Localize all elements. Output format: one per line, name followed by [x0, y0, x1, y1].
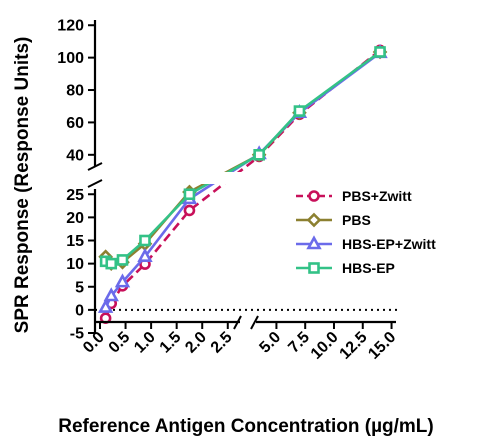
x-break-mark — [233, 315, 242, 330]
y-break-mark — [87, 179, 103, 188]
x-tick-label: 10.0 — [308, 329, 342, 363]
x-tick-label: 2.5 — [208, 329, 236, 357]
data-point — [139, 234, 151, 247]
x-tick-label: 2.0 — [182, 329, 210, 357]
axes — [87, 20, 396, 334]
y-tick-label: 10 — [66, 256, 84, 273]
x-tick-label: 0.0 — [80, 329, 108, 357]
data-point — [253, 149, 265, 161]
data-point — [137, 247, 153, 262]
legend-marker — [308, 262, 320, 274]
legend-marker — [308, 190, 320, 202]
series-hbs-ep — [99, 46, 386, 270]
y-tick-label: 20 — [66, 210, 84, 227]
break-masks — [96, 172, 246, 184]
legend-marker — [306, 212, 322, 228]
data-point — [116, 254, 129, 266]
legend-marker — [306, 235, 322, 250]
y-break-mark — [87, 162, 103, 171]
y-tick-label: 40 — [66, 147, 84, 164]
legend-entry: PBS+Zwitt — [296, 188, 412, 204]
y-tick-label: -5 — [70, 326, 84, 343]
legend-label: HBS-EP — [342, 260, 395, 276]
legend-label: HBS-EP+Zwitt — [342, 236, 436, 252]
y-tick-label: 100 — [57, 50, 84, 67]
legend: PBS+Zwitt PBS HBS-EP+Zwitt HBS-EP — [296, 188, 436, 276]
data-point — [183, 204, 196, 217]
x-tick-label: 15.0 — [365, 329, 399, 363]
legend-label: PBS+Zwitt — [342, 188, 412, 204]
y-tick-label: 5 — [75, 279, 84, 296]
legend-entry: PBS — [296, 212, 371, 228]
y-axis-label: SPR Response (Response Units) — [12, 37, 33, 334]
y-tick-label: 25 — [66, 187, 84, 204]
legend-entry: HBS-EP — [296, 260, 395, 276]
data-point — [183, 188, 196, 201]
y-tick-label: 15 — [66, 233, 84, 250]
legend-label: PBS — [342, 212, 371, 228]
data-point — [114, 273, 131, 288]
data-point — [103, 287, 119, 302]
data-point — [105, 257, 118, 270]
series-line — [104, 49, 381, 319]
data-point — [374, 46, 386, 58]
series-pbs-zwitt — [99, 44, 386, 325]
data-point — [97, 298, 114, 313]
y-tick-label: 80 — [66, 83, 84, 100]
y-tick-label: 60 — [66, 115, 84, 132]
y-break-gap — [96, 172, 246, 184]
x-break-mark — [250, 315, 259, 330]
y-tick-label: 0 — [75, 302, 84, 319]
data-point — [293, 105, 306, 117]
x-axis-label: Reference Antigen Concentration (µg/mL) — [58, 416, 434, 437]
series-line — [105, 50, 381, 266]
x-tick-label: 12.5 — [337, 329, 371, 363]
series-group — [97, 44, 388, 325]
legend-entry: HBS-EP+Zwitt — [296, 235, 436, 252]
x-tick-label: 5.0 — [256, 329, 284, 357]
x-tick-label: 1.5 — [157, 329, 185, 357]
x-tick-label: 0.5 — [106, 329, 134, 357]
y-tick-label: 120 — [57, 18, 84, 35]
x-tick-label: 1.0 — [131, 329, 159, 357]
